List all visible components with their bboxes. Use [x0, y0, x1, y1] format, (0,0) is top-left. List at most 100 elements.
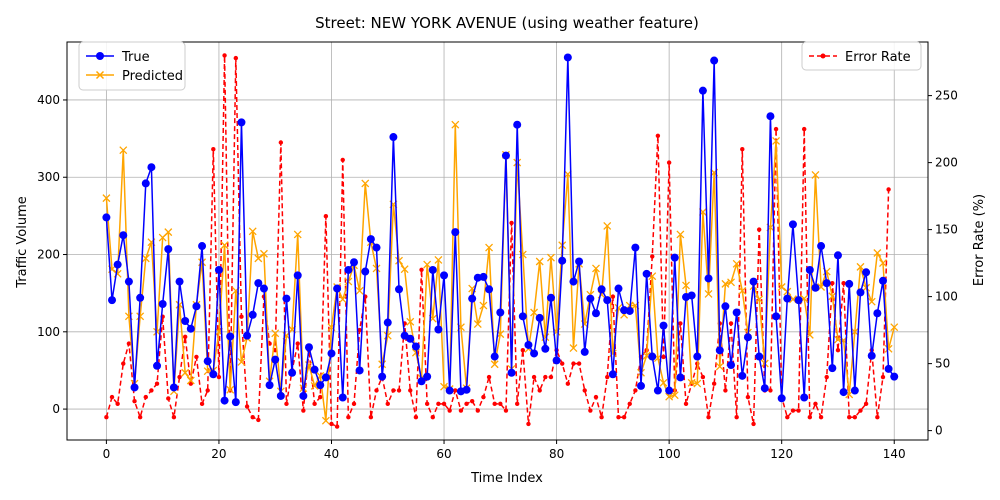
- chart-title: Street: NEW YORK AVENUE (using weather f…: [315, 14, 699, 32]
- error-rate-point: [346, 415, 351, 420]
- predicted-point: [434, 255, 443, 264]
- error-rate-point: [441, 401, 447, 407]
- true-point: [653, 386, 662, 395]
- error-rate-point: [847, 415, 852, 420]
- error-rate-point: [413, 415, 419, 420]
- error-rate-point: [560, 361, 565, 366]
- error-rate-point: [318, 394, 323, 400]
- error-rate-point: [256, 417, 261, 423]
- plot-lines: [102, 53, 899, 429]
- predicted-point: [755, 295, 764, 304]
- predicted-point: [237, 357, 246, 366]
- legend-error-label: Error Rate: [845, 50, 911, 65]
- error-rate-point: [143, 394, 148, 400]
- predicted-point: [721, 279, 730, 288]
- predicted-point: [479, 301, 488, 310]
- error-rate-point: [182, 334, 188, 340]
- error-rate-point: [801, 126, 807, 132]
- true-point: [563, 53, 572, 62]
- error-rate-point: [503, 408, 509, 413]
- error-rate-point: [768, 388, 773, 393]
- error-rate-point: [773, 126, 779, 132]
- true-point: [743, 333, 752, 342]
- error-rate-point: [447, 408, 452, 413]
- error-rate-point: [391, 388, 396, 393]
- error-rate-point: [875, 415, 880, 420]
- true-point: [366, 235, 375, 244]
- true-point: [687, 291, 696, 300]
- error-rate-point: [537, 388, 542, 393]
- predicted-point: [254, 254, 263, 263]
- predicted-point: [777, 283, 786, 291]
- true-point: [479, 272, 488, 281]
- legend-left: True Predicted: [78, 41, 186, 91]
- predicted-point: [682, 281, 690, 290]
- predicted-point: [856, 262, 865, 271]
- error-rate-point: [166, 396, 171, 401]
- predicted-point: [828, 292, 837, 301]
- x-tick-label: 40: [324, 447, 339, 461]
- true-point: [141, 179, 150, 188]
- x-tick-label: 100: [658, 447, 681, 461]
- predicted-point: [248, 227, 257, 236]
- error-rate-point: [678, 321, 683, 326]
- error-rate-point: [385, 401, 390, 407]
- true-point: [344, 265, 353, 274]
- true-point: [873, 309, 882, 318]
- predicted-point: [530, 308, 539, 317]
- error-rate-point: [745, 394, 751, 400]
- predicted-point: [485, 243, 494, 252]
- predicted-point: [119, 146, 128, 155]
- true-point: [575, 257, 584, 266]
- y2-tick-label: 200: [935, 156, 958, 170]
- error-rate-point: [171, 415, 177, 420]
- true-point: [124, 277, 133, 286]
- true-point: [389, 133, 398, 142]
- error-rate-point: [357, 327, 362, 333]
- true-point: [445, 386, 454, 395]
- predicted-point: [547, 253, 555, 262]
- true-point: [648, 352, 657, 361]
- error-rate-point: [233, 55, 239, 61]
- y2-tick-label: 50: [935, 357, 950, 371]
- y-tick-label: 100: [37, 325, 60, 339]
- error-rate-point: [740, 147, 745, 152]
- y-tick-label: 200: [37, 248, 60, 262]
- error-rate-point: [295, 341, 300, 346]
- true-point: [833, 251, 842, 260]
- predicted-point: [181, 368, 190, 377]
- true-point: [721, 302, 730, 311]
- x-tick-label: 20: [211, 447, 226, 461]
- true-point: [839, 388, 848, 397]
- error-rate-point: [301, 408, 306, 413]
- predicted-point: [727, 278, 735, 287]
- true-point: [507, 368, 516, 377]
- error-rate-point: [650, 254, 655, 259]
- error-rate-point: [498, 401, 503, 407]
- predicted-point: [260, 249, 268, 258]
- error-rate-point: [621, 415, 627, 420]
- true-point: [490, 352, 499, 361]
- x-tick-label: 0: [103, 447, 111, 461]
- predicted-point: [338, 295, 347, 304]
- y-tick-label: 400: [37, 93, 60, 107]
- true-point: [856, 288, 865, 297]
- predicted-point: [395, 256, 403, 265]
- error-rate-point: [835, 348, 841, 353]
- true-point: [310, 365, 319, 374]
- error-rate-point: [374, 388, 379, 393]
- true-point: [259, 284, 268, 293]
- predicted-point: [361, 179, 370, 188]
- y2-tick-label: 150: [935, 223, 958, 237]
- error-rate-point: [509, 220, 514, 226]
- true-point: [822, 279, 831, 288]
- true-point: [254, 279, 263, 288]
- true-point: [243, 331, 252, 340]
- error-rate-point: [453, 388, 458, 393]
- y2-axis-title: Error Rate (%): [972, 194, 987, 286]
- error-rate-point: [250, 415, 255, 420]
- true-point: [890, 372, 899, 381]
- true-point: [676, 373, 685, 382]
- true-point: [772, 312, 781, 321]
- predicted-point: [164, 228, 173, 237]
